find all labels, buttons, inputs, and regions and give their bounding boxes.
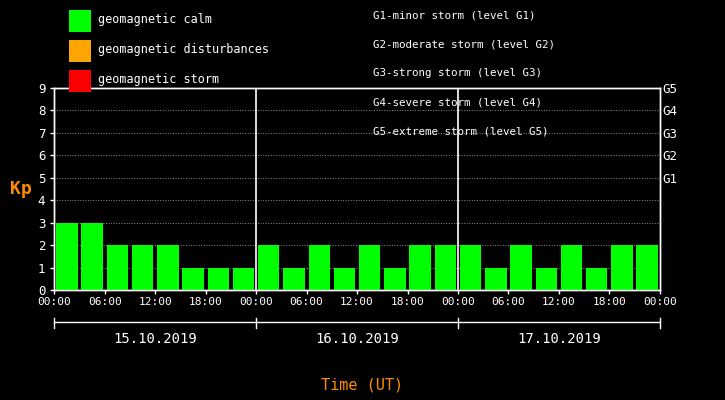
- Text: G1-minor storm (level G1): G1-minor storm (level G1): [373, 10, 536, 20]
- Bar: [410, 245, 431, 290]
- Bar: [233, 268, 254, 290]
- Text: G4-severe storm (level G4): G4-severe storm (level G4): [373, 98, 542, 108]
- Text: 15.10.2019: 15.10.2019: [113, 332, 197, 346]
- Bar: [384, 268, 405, 290]
- Bar: [359, 245, 381, 290]
- Bar: [536, 268, 557, 290]
- Bar: [81, 223, 103, 290]
- Bar: [258, 245, 280, 290]
- Text: geomagnetic calm: geomagnetic calm: [98, 13, 212, 26]
- Bar: [510, 245, 531, 290]
- Text: Time (UT): Time (UT): [321, 377, 404, 392]
- Text: 17.10.2019: 17.10.2019: [517, 332, 601, 346]
- Bar: [207, 268, 229, 290]
- Text: G2-moderate storm (level G2): G2-moderate storm (level G2): [373, 39, 555, 49]
- Bar: [434, 245, 456, 290]
- Text: 16.10.2019: 16.10.2019: [315, 332, 399, 346]
- Text: G3-strong storm (level G3): G3-strong storm (level G3): [373, 68, 542, 78]
- Bar: [485, 268, 507, 290]
- Bar: [334, 268, 355, 290]
- Text: G5-extreme storm (level G5): G5-extreme storm (level G5): [373, 127, 549, 137]
- Bar: [183, 268, 204, 290]
- Text: geomagnetic storm: geomagnetic storm: [98, 73, 219, 86]
- Bar: [157, 245, 178, 290]
- Bar: [283, 268, 304, 290]
- Text: Kp: Kp: [10, 180, 32, 198]
- Bar: [309, 245, 330, 290]
- Bar: [586, 268, 608, 290]
- Text: geomagnetic disturbances: geomagnetic disturbances: [98, 43, 269, 56]
- Bar: [132, 245, 154, 290]
- Bar: [107, 245, 128, 290]
- Bar: [560, 245, 582, 290]
- Bar: [460, 245, 481, 290]
- Bar: [637, 245, 658, 290]
- Bar: [57, 223, 78, 290]
- Bar: [611, 245, 633, 290]
